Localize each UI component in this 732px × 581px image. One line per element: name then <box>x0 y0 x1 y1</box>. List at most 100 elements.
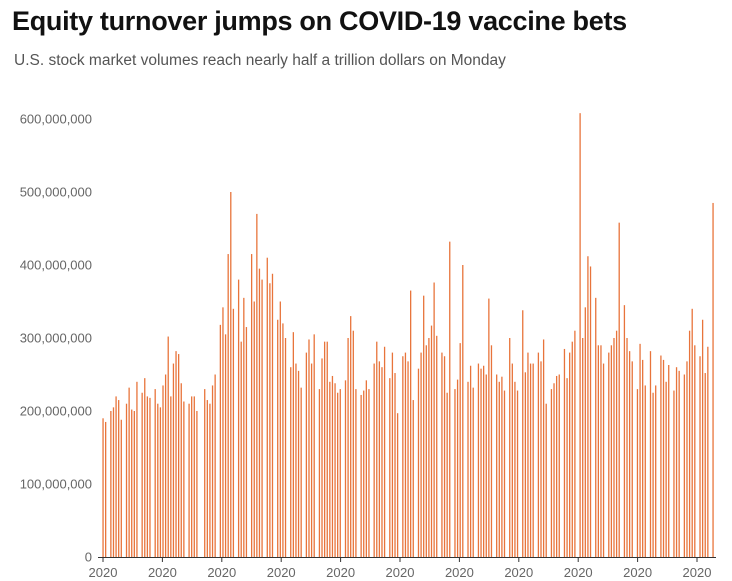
bar <box>193 396 195 557</box>
bar <box>522 310 524 557</box>
bar <box>105 421 107 557</box>
bar <box>563 348 566 557</box>
x-tick-label: 2020 <box>386 565 415 580</box>
x-tick-label: 2020 <box>207 565 236 580</box>
bar <box>558 374 560 557</box>
bar <box>230 192 232 557</box>
x-tick-label: 2020 <box>267 565 296 580</box>
bar <box>456 379 459 557</box>
y-tick-label: 0 <box>85 550 92 565</box>
bar <box>443 356 446 557</box>
bar <box>352 330 354 557</box>
bar <box>391 352 394 557</box>
bar <box>214 374 216 557</box>
bar <box>496 374 498 557</box>
bar <box>376 341 378 557</box>
bar <box>410 290 412 557</box>
bar <box>394 373 396 557</box>
bar <box>178 354 180 557</box>
x-tick-label: 2020 <box>683 565 712 580</box>
bar <box>712 202 714 557</box>
bar <box>537 352 540 557</box>
bar <box>501 376 503 557</box>
x-tick-label: 2020 <box>89 565 118 580</box>
bar <box>686 361 688 557</box>
bar <box>584 307 586 557</box>
bar <box>334 383 336 557</box>
bar <box>514 381 516 557</box>
bar <box>219 324 222 557</box>
bar <box>110 411 112 557</box>
bar <box>545 403 547 557</box>
bar <box>417 368 420 557</box>
bar <box>363 390 365 557</box>
bar <box>436 335 438 557</box>
bar <box>164 374 167 557</box>
bar <box>128 387 130 557</box>
bar <box>310 363 313 557</box>
bar <box>423 295 425 557</box>
bar <box>694 345 696 557</box>
y-tick-label: 400,000,000 <box>20 258 92 273</box>
bar <box>172 363 175 557</box>
bar <box>462 265 464 557</box>
bar <box>449 241 451 557</box>
bar <box>196 411 198 557</box>
bar <box>615 330 618 557</box>
bar <box>204 389 206 557</box>
bar <box>662 359 665 557</box>
bar <box>227 254 229 558</box>
bar <box>360 394 362 557</box>
bar <box>571 341 573 557</box>
bar <box>566 378 568 557</box>
bar <box>120 419 122 557</box>
y-tick-label: 500,000,000 <box>20 185 92 200</box>
bar <box>321 358 323 557</box>
bar <box>162 385 164 557</box>
bar <box>133 411 135 557</box>
bar <box>245 327 248 557</box>
bar <box>459 343 461 557</box>
bar <box>383 346 386 557</box>
bar <box>678 370 680 557</box>
bar <box>483 365 485 557</box>
bar <box>430 325 433 557</box>
bar <box>655 385 657 557</box>
bar <box>326 341 328 557</box>
bar <box>250 254 253 558</box>
bar <box>613 338 615 557</box>
bar <box>131 409 133 557</box>
bar <box>688 330 691 557</box>
bar <box>425 345 427 557</box>
bar <box>668 365 670 557</box>
bar <box>396 413 399 557</box>
chart-subtitle: U.S. stock market volumes reach nearly h… <box>14 52 506 69</box>
bar <box>412 400 414 557</box>
bar <box>639 343 641 557</box>
bars <box>102 113 714 558</box>
bar <box>125 403 128 557</box>
bar <box>529 363 532 557</box>
bar <box>253 301 255 557</box>
bar <box>610 345 613 557</box>
bar <box>467 381 469 557</box>
bar <box>407 361 409 557</box>
bar <box>553 383 555 557</box>
bar <box>191 396 193 557</box>
bar <box>511 363 513 557</box>
bar <box>509 338 511 557</box>
bar <box>636 389 639 557</box>
y-axis-ticks: 0 100,000,000 200,000,000 300,000,000 400,00… <box>20 112 92 565</box>
bar <box>587 256 589 557</box>
bar <box>707 346 709 557</box>
bar <box>271 273 274 557</box>
bar <box>441 352 443 557</box>
bar <box>582 338 584 557</box>
bar <box>292 332 294 557</box>
bar <box>600 345 602 557</box>
bar <box>527 352 529 557</box>
bar <box>167 336 169 557</box>
bar <box>282 323 284 557</box>
bar <box>675 367 678 557</box>
